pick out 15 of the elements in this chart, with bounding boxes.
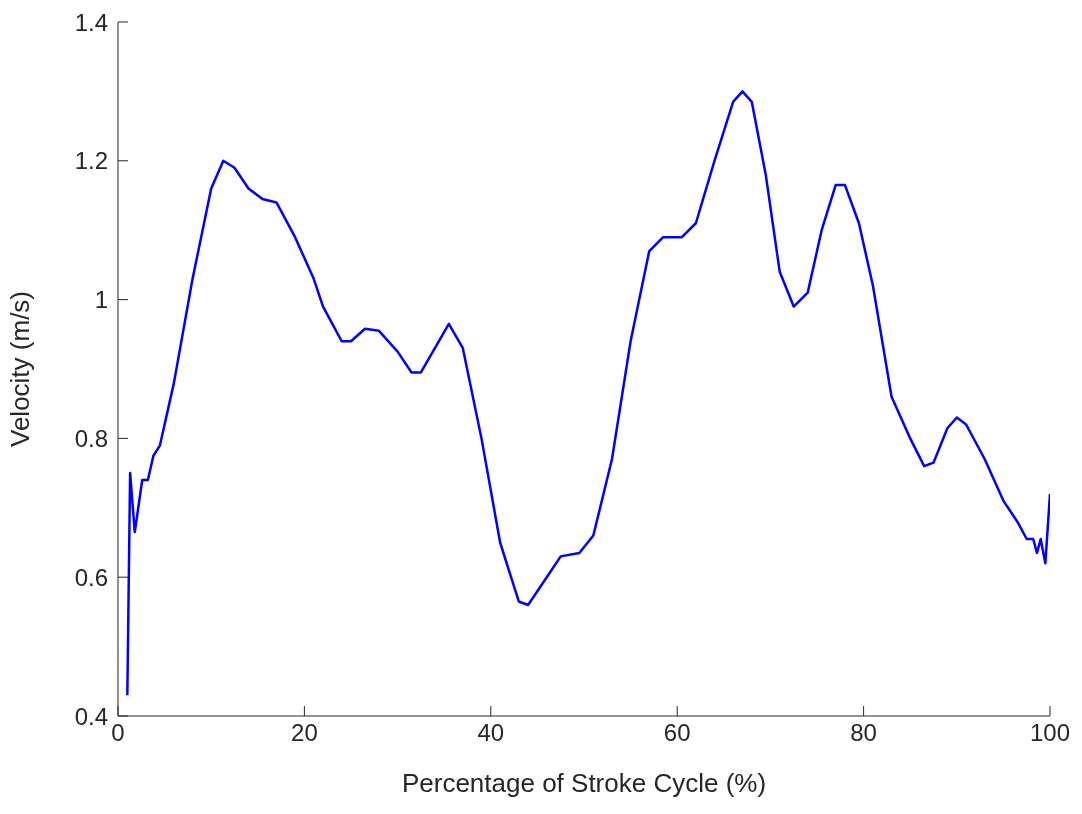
y-tick-label: 1.2 (74, 147, 108, 175)
y-axis-title: Velocity (m/s) (5, 290, 36, 448)
x-tick-label: 20 (291, 719, 318, 747)
x-tick-label: 60 (663, 719, 691, 747)
x-axis-title: Percentage of Stroke Cycle (%) (401, 768, 767, 798)
line-series (126, 90, 1050, 697)
y-tick-label: 1 (94, 286, 108, 314)
x-tick-label: 80 (850, 719, 877, 747)
y-tick-label: 0.4 (74, 702, 108, 730)
x-tick-label: 0 (111, 719, 125, 747)
y-tick-label: 0.8 (74, 424, 108, 452)
x-tick-label: 100 (1029, 719, 1071, 747)
x-tick-label: 40 (477, 719, 505, 747)
y-tick-label: 0.6 (74, 563, 108, 591)
y-tick-label: 1.4 (74, 8, 108, 36)
